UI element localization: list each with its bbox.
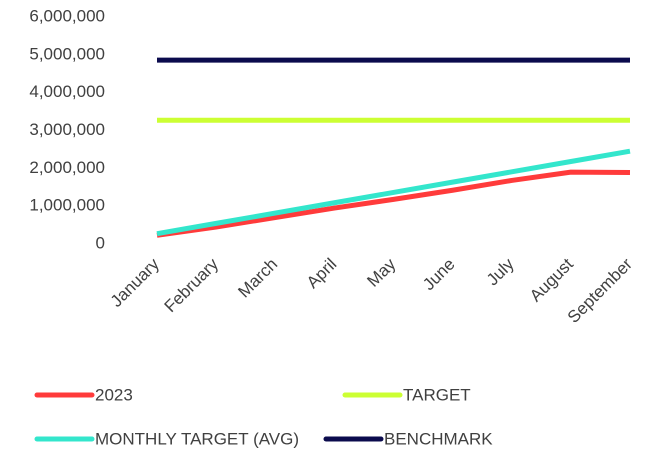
y-tick-label: 2,000,000 [29, 158, 105, 177]
legend-label: 2023 [95, 385, 133, 404]
y-tick-label: 6,000,000 [29, 6, 105, 25]
y-tick-label: 5,000,000 [29, 44, 105, 63]
legend-label: MONTHLY TARGET (AVG) [95, 429, 299, 448]
x-tick-label: January [107, 254, 164, 311]
series-line [156, 169, 631, 238]
x-tick-label: June [419, 255, 459, 295]
x-tick-label: May [363, 254, 399, 290]
x-tick-label: March [234, 255, 281, 302]
x-tick-label: August [526, 254, 577, 305]
x-tick-label: September [564, 254, 636, 326]
y-tick-label: 4,000,000 [29, 82, 105, 101]
y-tick-label: 1,000,000 [29, 196, 105, 215]
legend-label: BENCHMARK [384, 429, 493, 448]
y-tick-label: 0 [96, 233, 105, 252]
x-tick-label: July [483, 254, 518, 289]
series-line [156, 148, 631, 237]
x-tick-label: February [161, 254, 223, 316]
x-tick-label: April [303, 255, 340, 292]
legend-label: TARGET [403, 385, 471, 404]
y-tick-label: 3,000,000 [29, 120, 105, 139]
